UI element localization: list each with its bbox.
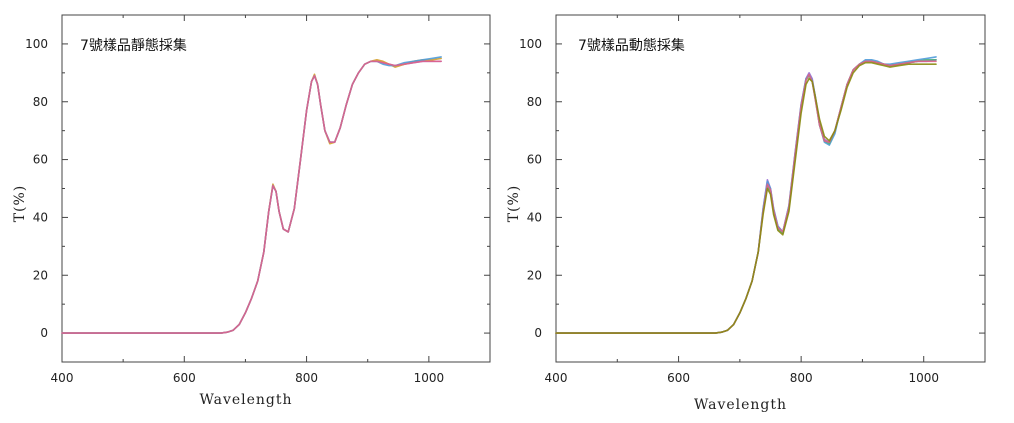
y-tick-label: 100 — [519, 37, 542, 51]
series-line-2 — [555, 56, 937, 334]
panel-title: 7號樣品靜態採集 — [80, 37, 187, 54]
y-tick-label: 100 — [25, 37, 48, 51]
x-tick-label: 1000 — [908, 371, 939, 385]
y-tick-label: 20 — [527, 268, 542, 282]
y-tick-label: 20 — [33, 268, 48, 282]
y-axis-title: T(%) — [12, 185, 28, 223]
series-line-4 — [61, 60, 442, 334]
y-tick-label: 0 — [534, 326, 542, 340]
series-line-5 — [555, 61, 937, 334]
y-tick-label: 60 — [33, 153, 48, 167]
series-line-3 — [555, 58, 937, 334]
x-axis-title: Wavelength — [694, 397, 787, 413]
series-line-2 — [61, 57, 442, 334]
x-tick-label: 400 — [545, 371, 568, 385]
x-axis-title: Wavelength — [199, 392, 292, 408]
chart-panel-2: 400 600 800 1000 0 20 40 60 80 100 Wavelength T(%) 7… — [506, 14, 986, 413]
panel-title: 7號樣品動態採集 — [578, 37, 685, 54]
x-tick-label: 600 — [667, 371, 690, 385]
series-line-4 — [555, 60, 937, 334]
x-tick-label: 800 — [295, 371, 318, 385]
chart-panel-1: 400 600 800 1000 0 20 40 60 80 100 Wavelength T(%) 7… — [12, 14, 491, 408]
y-tick-label: 40 — [527, 210, 542, 224]
x-tick-label: 400 — [51, 371, 74, 385]
y-tick-label: 60 — [527, 153, 542, 167]
series-line-3 — [61, 56, 442, 334]
y-tick-label: 0 — [40, 326, 48, 340]
plot-frame — [61, 14, 491, 363]
y-tick-label: 40 — [33, 210, 48, 224]
x-tick-label: 600 — [173, 371, 196, 385]
series-line-1 — [61, 60, 442, 334]
x-tick-label: 1000 — [414, 371, 445, 385]
y-axis-title: T(%) — [506, 185, 522, 223]
x-tick-label: 800 — [790, 371, 813, 385]
series-line-1 — [555, 58, 937, 334]
y-tick-label: 80 — [527, 95, 542, 109]
y-tick-label: 80 — [33, 95, 48, 109]
